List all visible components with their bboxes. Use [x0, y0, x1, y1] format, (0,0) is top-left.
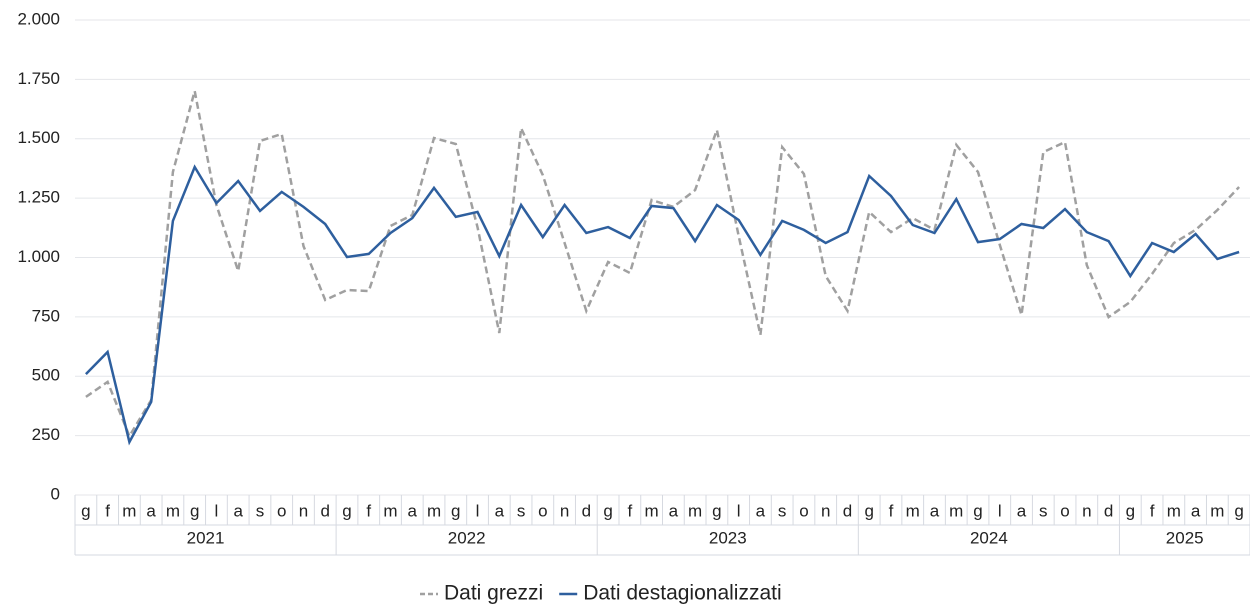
y-tick-label: 2.000 [17, 9, 60, 28]
x-tick-label: m [949, 501, 963, 520]
x-tick-label: l [998, 501, 1002, 520]
x-tick-label: d [843, 501, 852, 520]
x-tick-label: a [669, 501, 679, 520]
x-tick-label: o [277, 501, 286, 520]
x-tick-label: g [81, 501, 90, 520]
y-tick-label: 250 [32, 425, 60, 444]
x-tick-label: m [688, 501, 702, 520]
x-tick-label: a [1017, 501, 1027, 520]
x-tick-label: d [1104, 501, 1113, 520]
x-tick-label: l [737, 501, 741, 520]
x-tick-label: s [256, 501, 265, 520]
x-group-label: 2024 [970, 528, 1008, 547]
x-group-label: 2025 [1166, 528, 1204, 547]
x-tick-label: g [451, 501, 460, 520]
line-series [85, 90, 1241, 439]
x-tick-label: g [1126, 501, 1135, 520]
x-tick-label: g [973, 501, 982, 520]
x-tick-label: a [930, 501, 940, 520]
x-tick-label: m [645, 501, 659, 520]
x-tick-label: f [1150, 501, 1155, 520]
x-tick-label: d [320, 501, 329, 520]
x-tick-label: n [1082, 501, 1091, 520]
x-tick-label: m [383, 501, 397, 520]
y-tick-label: 500 [32, 366, 60, 385]
y-tick-label: 750 [32, 306, 60, 325]
x-group-label: 2022 [448, 528, 486, 547]
x-tick-label: g [1234, 501, 1243, 520]
x-tick-label: s [778, 501, 787, 520]
x-tick-label: g [864, 501, 873, 520]
x-tick-label: o [538, 501, 547, 520]
x-tick-label: l [476, 501, 480, 520]
x-tick-label: g [190, 501, 199, 520]
x-tick-label: l [215, 501, 219, 520]
x-tick-label: a [756, 501, 766, 520]
x-tick-label: n [821, 501, 830, 520]
y-tick-label: 1.500 [17, 128, 60, 147]
x-tick-label: d [582, 501, 591, 520]
x-tick-label: f [889, 501, 894, 520]
x-tick-label: o [799, 501, 808, 520]
legend-label: Dati destagionalizzati [583, 582, 781, 605]
x-tick-label: a [408, 501, 418, 520]
legend-label: Dati grezzi [444, 582, 543, 605]
x-tick-label: f [366, 501, 371, 520]
x-tick-label: n [299, 501, 308, 520]
x-tick-label: m [122, 501, 136, 520]
x-tick-label: a [233, 501, 243, 520]
y-tick-label: 1.750 [17, 69, 60, 88]
x-tick-label: a [146, 501, 156, 520]
line-series [85, 164, 1240, 446]
x-tick-label: f [627, 501, 632, 520]
x-tick-label: f [105, 501, 110, 520]
x-tick-label: a [1191, 501, 1201, 520]
x-tick-label: g [342, 501, 351, 520]
x-tick-label: n [560, 501, 569, 520]
x-tick-label: g [603, 501, 612, 520]
y-tick-label: 1.000 [17, 247, 60, 266]
x-tick-label: m [427, 501, 441, 520]
x-tick-label: o [1060, 501, 1069, 520]
x-tick-label: s [517, 501, 526, 520]
x-group-label: 2023 [709, 528, 747, 547]
x-tick-label: s [1039, 501, 1048, 520]
x-tick-label: m [1210, 501, 1224, 520]
x-tick-label: g [712, 501, 721, 520]
x-group-label: 2021 [187, 528, 225, 547]
x-tick-label: a [495, 501, 505, 520]
x-tick-label: m [1167, 501, 1181, 520]
x-tick-label: m [906, 501, 920, 520]
y-tick-label: 1.250 [17, 188, 60, 207]
y-tick-label: 0 [51, 484, 60, 503]
x-tick-label: m [166, 501, 180, 520]
